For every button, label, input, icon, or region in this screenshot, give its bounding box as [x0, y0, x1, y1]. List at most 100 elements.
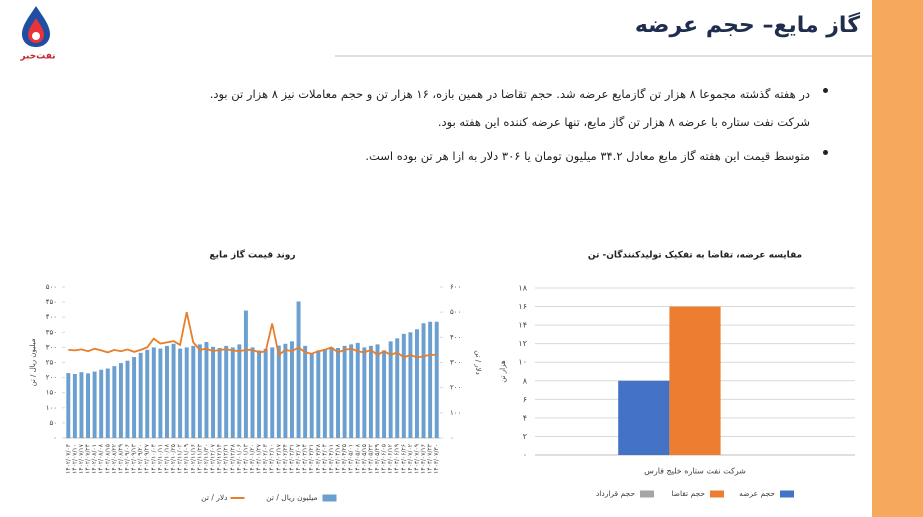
side-bar	[872, 0, 923, 517]
y2-tick-label: ۲۰۰	[450, 384, 461, 392]
logo-text: نفت‌خبر	[19, 52, 55, 62]
bar	[375, 344, 380, 438]
bullet-list: در هفته گذشته مجموعا ۸ هزار تن گازمایع ع…	[168, 80, 828, 176]
bar	[434, 321, 439, 438]
y-tick-label: ۰	[523, 451, 527, 460]
bar	[230, 347, 235, 438]
bar	[138, 352, 143, 438]
bar	[66, 373, 71, 438]
bar	[224, 345, 229, 438]
bar	[250, 347, 255, 438]
x-tick-label: ۱۴۰۳/۰۴/۱۱	[328, 444, 335, 474]
x-tick-label: ۱۴۰۳/۰۱/۰۶	[236, 444, 243, 474]
y2-tick-label: ۵۰۰	[450, 308, 461, 316]
bar	[329, 347, 334, 438]
x-tick-label: ۱۴۰۲/۰۹/۲۰	[137, 444, 144, 474]
y-tick-label: ۲	[523, 432, 527, 441]
bar	[151, 347, 156, 438]
x-tick-label: ۱۴۰۲/۱۲/۲۱	[223, 444, 230, 474]
bar	[118, 363, 123, 438]
x-tick-label: ۱۴۰۳/۰۵/۰۸	[354, 443, 361, 474]
x-tick-label: ۱۴۰۳/۰۷/۰۹	[413, 444, 420, 474]
bar	[72, 373, 77, 438]
legend-label: حجم قرارداد	[596, 489, 635, 498]
x-tick-label: شرکت نفت ستاره خلیج فارس	[644, 467, 746, 476]
y-tick-label: ۲۰۰	[46, 374, 57, 382]
bullet: در هفته گذشته مجموعا ۸ هزار تن گازمایع ع…	[168, 80, 828, 136]
y-tick-label: ۱۴	[518, 321, 527, 330]
x-tick-label: ۱۴۰۳/۰۳/۱۴	[302, 444, 309, 474]
x-tick-label: ۱۴۰۲/۰۹/۰۶	[124, 444, 131, 474]
x-tick-label: ۱۴۰۳/۰۵/۱۵	[361, 444, 368, 474]
x-tick-label: ۱۴۰۳/۰۳/۲۱	[308, 444, 315, 474]
x-tick-label: ۱۴۰۳/۰۴/۲۵	[341, 444, 348, 474]
bar	[428, 321, 433, 438]
y-tick-label: ۱۰۰	[46, 404, 57, 412]
x-tick-label: ۱۴۰۲/۱۱/۱۶	[190, 444, 197, 474]
x-tick-label: ۱۴۰۳/۰۲/۱۰	[269, 444, 276, 474]
bar	[165, 345, 169, 438]
x-tick-label: ۱۴۰۲/۰۸/۲۲	[111, 444, 118, 474]
y-tick-label: ۴۰۰	[46, 313, 57, 321]
bar	[184, 347, 189, 438]
y-tick-label: ۱۶	[518, 302, 527, 311]
y-tick-label: ۱۸	[518, 284, 527, 293]
bar	[125, 360, 130, 438]
y2-axis-label: دلار / تن	[474, 350, 482, 375]
x-tick-label: ۱۴۰۳/۰۶/۱۲	[387, 444, 394, 474]
bar	[132, 357, 137, 438]
y-tick-label: ۴۵۰	[46, 298, 57, 306]
bar	[79, 372, 84, 438]
x-tick-label: ۱۴۰۳/۰۶/۱۹	[394, 444, 401, 474]
bar	[112, 366, 117, 438]
line-series	[68, 312, 437, 359]
x-tick-label: ۱۴۰۳/۰۱/۱۳	[242, 443, 249, 474]
x-tick-label: ۱۴۰۲/۱۲/۰۷	[210, 443, 217, 474]
x-tick-label: ۱۴۰۲/۱۰/۱۱	[157, 444, 164, 474]
x-tick-label: ۱۴۰۳/۰۵/۲۲	[367, 444, 374, 474]
x-tick-label: ۱۴۰۳/۰۶/۰۵	[381, 444, 388, 474]
logo-flame	[28, 18, 44, 43]
bullet: متوسط قیمت این هفته گاز مایع معادل ۳۴.۲ …	[168, 142, 828, 170]
y-tick-label: ۰	[53, 434, 57, 442]
bar	[158, 348, 163, 438]
bar	[145, 349, 150, 438]
bar	[296, 301, 301, 438]
x-tick-label: ۱۴۰۳/۰۲/۱۷	[275, 443, 282, 474]
x-tick-label: ۱۴۰۳/۰۴/۱۸	[335, 443, 342, 474]
bullet-text: در هفته گذشته مجموعا ۸ هزار تن گازمایع ع…	[209, 87, 810, 101]
x-tick-label: ۱۴۰۲/۱۰/۱۸	[163, 443, 170, 474]
x-tick-label: ۱۴۰۳/۰۷/۳۰	[433, 444, 440, 474]
legend-swatch	[322, 494, 337, 502]
y-tick-label: ۳۵۰	[46, 328, 57, 336]
x-tick-label: ۱۴۰۲/۱۰/۰۴	[150, 444, 157, 474]
legend-swatch	[780, 490, 794, 498]
y-tick-label: ۸	[523, 376, 528, 385]
x-tick-label: ۱۴۰۳/۰۱/۲۰	[249, 444, 256, 474]
legend-label: دلار / تن	[201, 493, 227, 502]
y2-tick-label: ۴۰۰	[450, 333, 461, 341]
bullet-text: متوسط قیمت این هفته گاز مایع معادل ۳۴.۲ …	[365, 149, 810, 163]
x-tick-label: ۱۴۰۲/۰۷/۲۴	[85, 444, 92, 474]
bar	[322, 348, 327, 438]
bar	[211, 346, 215, 438]
bar	[243, 310, 248, 438]
y-axis-label: میلیون ریال / تن	[29, 338, 37, 386]
y-tick-label: ۱۵۰	[46, 389, 57, 397]
x-tick-label: ۱۴۰۲/۱۱/۰۹	[183, 444, 190, 474]
legend-label: حجم تقاضا	[671, 489, 705, 498]
y2-tick-label: ۰	[450, 434, 454, 442]
legend-label: حجم عرضه	[739, 489, 775, 498]
bar	[382, 350, 387, 438]
bar	[388, 341, 393, 438]
bar	[395, 338, 400, 438]
x-tick-label: ۱۴۰۲/۱۲/۲۸	[229, 443, 236, 474]
bar	[309, 353, 314, 438]
bar	[257, 350, 262, 438]
x-tick-label: ۱۴۰۲/۰۹/۲۷	[144, 443, 151, 474]
x-tick-label: ۱۴۰۲/۰۷/۰۳	[65, 443, 72, 474]
bar	[105, 368, 110, 438]
x-tick-label: ۱۴۰۲/۰۷/۱۷	[78, 443, 85, 474]
logo	[22, 6, 50, 47]
